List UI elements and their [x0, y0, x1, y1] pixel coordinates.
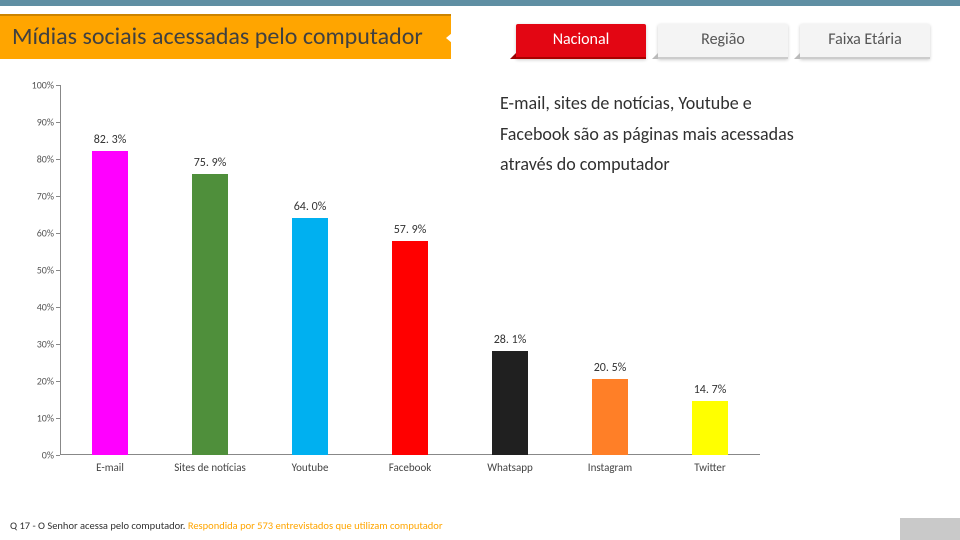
tab-corner	[510, 53, 516, 59]
bar-category-label: Instagram	[588, 461, 632, 474]
bar-value-label: 75. 9%	[194, 156, 227, 170]
page-title: Mídias sociais acessadas pelo computador	[12, 22, 423, 51]
y-tick-label: 80%	[20, 153, 54, 166]
tab-região[interactable]: Região	[658, 24, 788, 59]
y-tick-label: 30%	[20, 338, 54, 351]
bar: 57. 9%	[392, 241, 428, 455]
tabs: Nacional Região Faixa Etária	[516, 24, 930, 59]
bar-category-label: Youtube	[292, 461, 329, 474]
top-accent-stripe	[0, 0, 960, 6]
bar-category-label: Facebook	[389, 461, 432, 474]
bar-slot: 20. 5%Instagram	[560, 85, 660, 455]
bar: 28. 1%	[492, 351, 528, 455]
y-tick-mark	[56, 455, 60, 456]
bar-category-label: Whatsapp	[487, 461, 533, 474]
footnote: Q 17 - O Senhor acessa pelo computador. …	[10, 519, 442, 532]
footer-grey-block	[900, 518, 960, 540]
y-tick-label: 50%	[20, 264, 54, 277]
footnote-prefix: Q 17 - O Senhor acessa pelo computador.	[10, 519, 188, 532]
tab-faixa-etária[interactable]: Faixa Etária	[800, 24, 930, 59]
footnote-highlight: Respondida por 573 entrevistados que uti…	[188, 519, 443, 532]
bar-value-label: 20. 5%	[594, 361, 627, 375]
bar-slot: 64. 0%Youtube	[260, 85, 360, 455]
bar-category-label: E-mail	[96, 461, 124, 474]
y-tick-label: 70%	[20, 190, 54, 203]
bar-category-label: Twitter	[694, 461, 725, 474]
bar-value-label: 14. 7%	[694, 383, 727, 397]
bar: 64. 0%	[292, 218, 328, 455]
title-block: Mídias sociais acessadas pelo computador	[0, 14, 451, 59]
bar-value-label: 57. 9%	[394, 223, 427, 237]
bar-slot: 57. 9%Facebook	[360, 85, 460, 455]
bar-chart: 0%10%20%30%40%50%60%70%80%90%100% 82. 3%…	[20, 85, 760, 485]
y-tick-label: 60%	[20, 227, 54, 240]
tab-corner	[652, 53, 658, 59]
title-notch	[446, 33, 452, 43]
bar: 14. 7%	[692, 401, 728, 455]
header: Mídias sociais acessadas pelo computador…	[0, 0, 960, 59]
y-tick-label: 10%	[20, 412, 54, 425]
y-tick-label: 0%	[20, 449, 54, 462]
bar: 82. 3%	[92, 151, 128, 456]
bar-slot: 28. 1%Whatsapp	[460, 85, 560, 455]
bars-container: 82. 3%E-mail75. 9%Sites de notícias64. 0…	[60, 85, 760, 455]
bar-slot: 82. 3%E-mail	[60, 85, 160, 455]
y-tick-label: 20%	[20, 375, 54, 388]
y-tick-label: 90%	[20, 116, 54, 129]
bar: 20. 5%	[592, 379, 628, 455]
tab-corner	[794, 53, 800, 59]
bar-slot: 14. 7%Twitter	[660, 85, 760, 455]
bar-category-label: Sites de notícias	[174, 461, 246, 474]
tab-nacional[interactable]: Nacional	[516, 24, 646, 59]
bar: 75. 9%	[192, 174, 228, 455]
bar-slot: 75. 9%Sites de notícias	[160, 85, 260, 455]
bar-value-label: 64. 0%	[294, 200, 327, 214]
y-tick-label: 40%	[20, 301, 54, 314]
bar-value-label: 82. 3%	[94, 133, 127, 147]
y-tick-label: 100%	[20, 79, 54, 92]
bar-value-label: 28. 1%	[494, 333, 527, 347]
